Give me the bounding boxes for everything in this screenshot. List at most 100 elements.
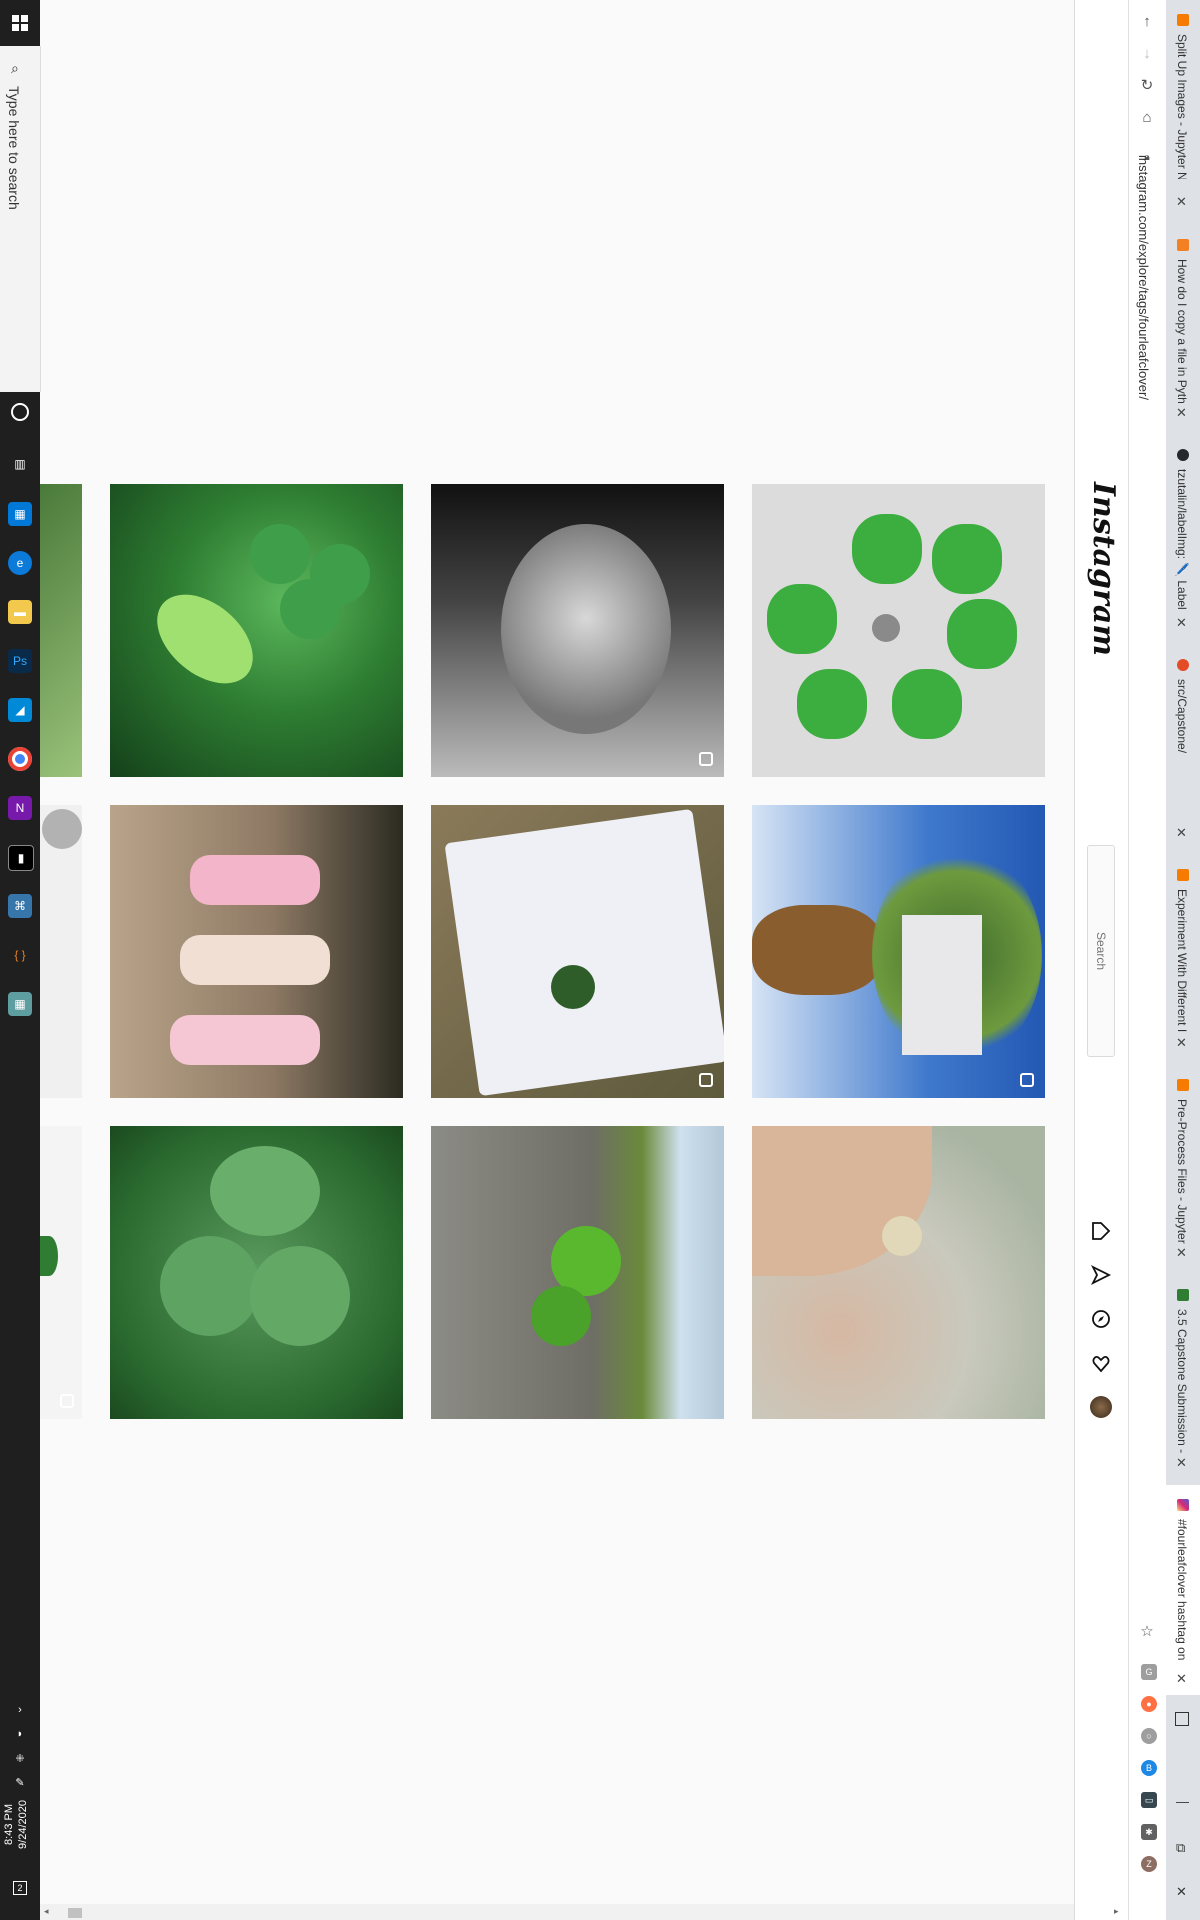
task-view-icon[interactable]: ▥ — [14, 457, 26, 471]
brackets-tab-icon — [1177, 659, 1189, 671]
circle-icon[interactable]: ○ — [1141, 1728, 1157, 1744]
address-bar[interactable]: instagram.com/explore/tags/fourleafclove… — [1136, 155, 1151, 400]
tab-fourleafclover-instagram[interactable]: #fourleafclover hashtag on ✕ — [1166, 1485, 1200, 1695]
browser-toolbar — [1128, 0, 1167, 1920]
bookmark-star-icon[interactable]: ☆ — [1140, 1623, 1154, 1640]
scroll-left-icon[interactable]: ◂ — [44, 1906, 49, 1916]
close-icon[interactable]: ✕ — [1176, 615, 1187, 630]
tab-label: #fourleafclover hashtag on — [1175, 1519, 1189, 1661]
post-partial-top[interactable] — [40, 484, 82, 777]
record-icon[interactable]: ● — [1141, 1696, 1157, 1712]
instagram-logo[interactable]: Instagram — [1086, 482, 1121, 656]
notification-icon[interactable]: 2 — [0, 1876, 40, 1900]
pen-icon[interactable]: ✎ — [15, 1776, 25, 1789]
taskbar-clock[interactable]: 8:43 PM 9/24/2020 — [2, 1800, 30, 1849]
network-icon[interactable]: ⁜ — [15, 1752, 25, 1765]
instagram-search-input[interactable] — [1088, 846, 1114, 1056]
close-icon[interactable]: ✕ — [1176, 1035, 1187, 1050]
tab-split-up-images[interactable]: Split Up Images - Jupyter N ✕ — [1166, 0, 1200, 210]
instagram-tab-icon — [1177, 1499, 1189, 1511]
cortana-icon[interactable] — [11, 403, 29, 421]
forward-icon[interactable]: ↓ — [1143, 44, 1151, 62]
tab-labelimg[interactable]: tzutalin/labelImg: 🖊️ Label ✕ — [1166, 435, 1200, 635]
wifi-icon[interactable]: ◗ — [16, 1728, 24, 1740]
taskbar-search-placeholder: Type here to search — [6, 86, 22, 210]
new-tab-button[interactable] — [1166, 1706, 1200, 1736]
tab-src-capstone[interactable]: src/Capstone/ ✕ — [1166, 645, 1200, 845]
course-icon — [1177, 1289, 1189, 1301]
photoshop-icon[interactable]: Ps — [8, 649, 32, 673]
close-icon[interactable]: ✕ — [1176, 194, 1187, 209]
close-icon[interactable]: ✕ — [1176, 1245, 1187, 1260]
horizontal-scrollbar[interactable] — [40, 1904, 1074, 1920]
home-browser-icon[interactable]: ⌂ — [1142, 108, 1152, 126]
post-book-clover[interactable] — [431, 805, 724, 1098]
close-icon[interactable]: ✕ — [1176, 825, 1187, 840]
azure-icon[interactable]: ◢ — [8, 698, 32, 722]
home-icon[interactable] — [1090, 1220, 1112, 1242]
post-partial-middle[interactable] — [40, 805, 82, 1098]
jupyter-icon — [1177, 14, 1189, 26]
scroll-right-icon[interactable]: ▸ — [1114, 1906, 1119, 1916]
tab-label: src/Capstone/ — [1175, 679, 1189, 754]
profile-icon[interactable]: Z — [1141, 1856, 1157, 1872]
maximize-button[interactable]: ⧉ — [1176, 1840, 1186, 1855]
tab-pre-process[interactable]: Pre-Process Files - Jupyter N ✕ — [1166, 1065, 1200, 1265]
post-clover-leaf-closeup[interactable] — [110, 484, 403, 777]
back-icon[interactable]: ↑ — [1143, 12, 1151, 30]
multi-photo-icon — [699, 752, 713, 766]
close-icon[interactable]: ✕ — [1176, 1455, 1187, 1470]
scrollbar-thumb[interactable] — [68, 1908, 82, 1918]
direct-icon[interactable] — [1090, 1264, 1112, 1286]
scroll-button[interactable] — [42, 809, 82, 849]
edge-icon[interactable]: e — [8, 551, 32, 575]
tab-experiment[interactable]: Experiment With Different I ✕ — [1166, 855, 1200, 1055]
tab-label: 3.5 Capstone Submission - — [1175, 1309, 1189, 1454]
instagram-search-field[interactable] — [1087, 845, 1115, 1057]
tab-copy-file-python[interactable]: How do I copy a file in Pyth ✕ — [1166, 225, 1200, 425]
reload-icon[interactable]: ↻ — [1140, 77, 1154, 94]
tab-capstone-submission[interactable]: 3.5 Capstone Submission - ✕ — [1166, 1275, 1200, 1475]
tab-label: Split Up Images - Jupyter N — [1175, 34, 1189, 179]
clock-time: 8:43 PM — [3, 1803, 15, 1845]
notification-count: 2 — [13, 1881, 27, 1895]
post-children-walking[interactable] — [110, 805, 403, 1098]
post-clover-patch[interactable] — [110, 1126, 403, 1419]
windows-start-button[interactable] — [0, 0, 40, 46]
activity-heart-icon[interactable] — [1090, 1352, 1112, 1374]
terminal-icon[interactable]: ▮ — [8, 845, 34, 871]
minimize-button[interactable]: — — [1176, 1794, 1189, 1809]
clock-date: 9/24/2020 — [17, 1800, 29, 1849]
google-icon[interactable]: G — [1141, 1664, 1157, 1680]
profile-avatar[interactable] — [1090, 1396, 1112, 1418]
multi-photo-icon — [1020, 1073, 1034, 1087]
jupyter-icon — [1177, 1079, 1189, 1091]
puzzle-icon[interactable]: ✱ — [1141, 1824, 1157, 1840]
tab-label: How do I copy a file in Pyth — [1175, 259, 1189, 404]
chrome-icon[interactable] — [8, 747, 32, 771]
close-icon[interactable]: ✕ — [1176, 1671, 1187, 1686]
file-explorer-icon[interactable]: ▬ — [8, 600, 32, 624]
explore-icon[interactable] — [1090, 1308, 1112, 1330]
brackets-icon[interactable]: { } — [14, 948, 26, 962]
calculator-icon[interactable]: ▦ — [8, 992, 32, 1016]
tab-label: Experiment With Different I — [1175, 889, 1189, 1033]
python-icon[interactable]: ⌘ — [8, 894, 32, 918]
github-icon — [1177, 449, 1189, 461]
close-icon[interactable]: ✕ — [1176, 405, 1187, 420]
post-palm-tree[interactable] — [752, 805, 1045, 1098]
camera-icon[interactable]: ▭ — [1141, 1792, 1157, 1808]
lock-icon[interactable]: 🔒︎ — [1144, 151, 1150, 163]
post-bw-portrait[interactable] — [431, 484, 724, 777]
post-child-clover[interactable] — [752, 1126, 1045, 1419]
post-clover-cookies[interactable] — [752, 484, 1045, 777]
chevron-up-icon[interactable]: › — [18, 1704, 22, 1716]
window-close-button[interactable]: ✕ — [1176, 1884, 1187, 1899]
post-partial-bottom[interactable] — [40, 1126, 82, 1419]
taskbar-search-box[interactable]: ⌕ Type here to search — [0, 46, 41, 392]
windows-icon — [12, 15, 28, 31]
onenote-icon[interactable]: N — [8, 796, 32, 820]
post-clover-road[interactable] — [431, 1126, 724, 1419]
store-icon[interactable]: ▦ — [8, 502, 32, 526]
b-icon[interactable]: B — [1141, 1760, 1157, 1776]
